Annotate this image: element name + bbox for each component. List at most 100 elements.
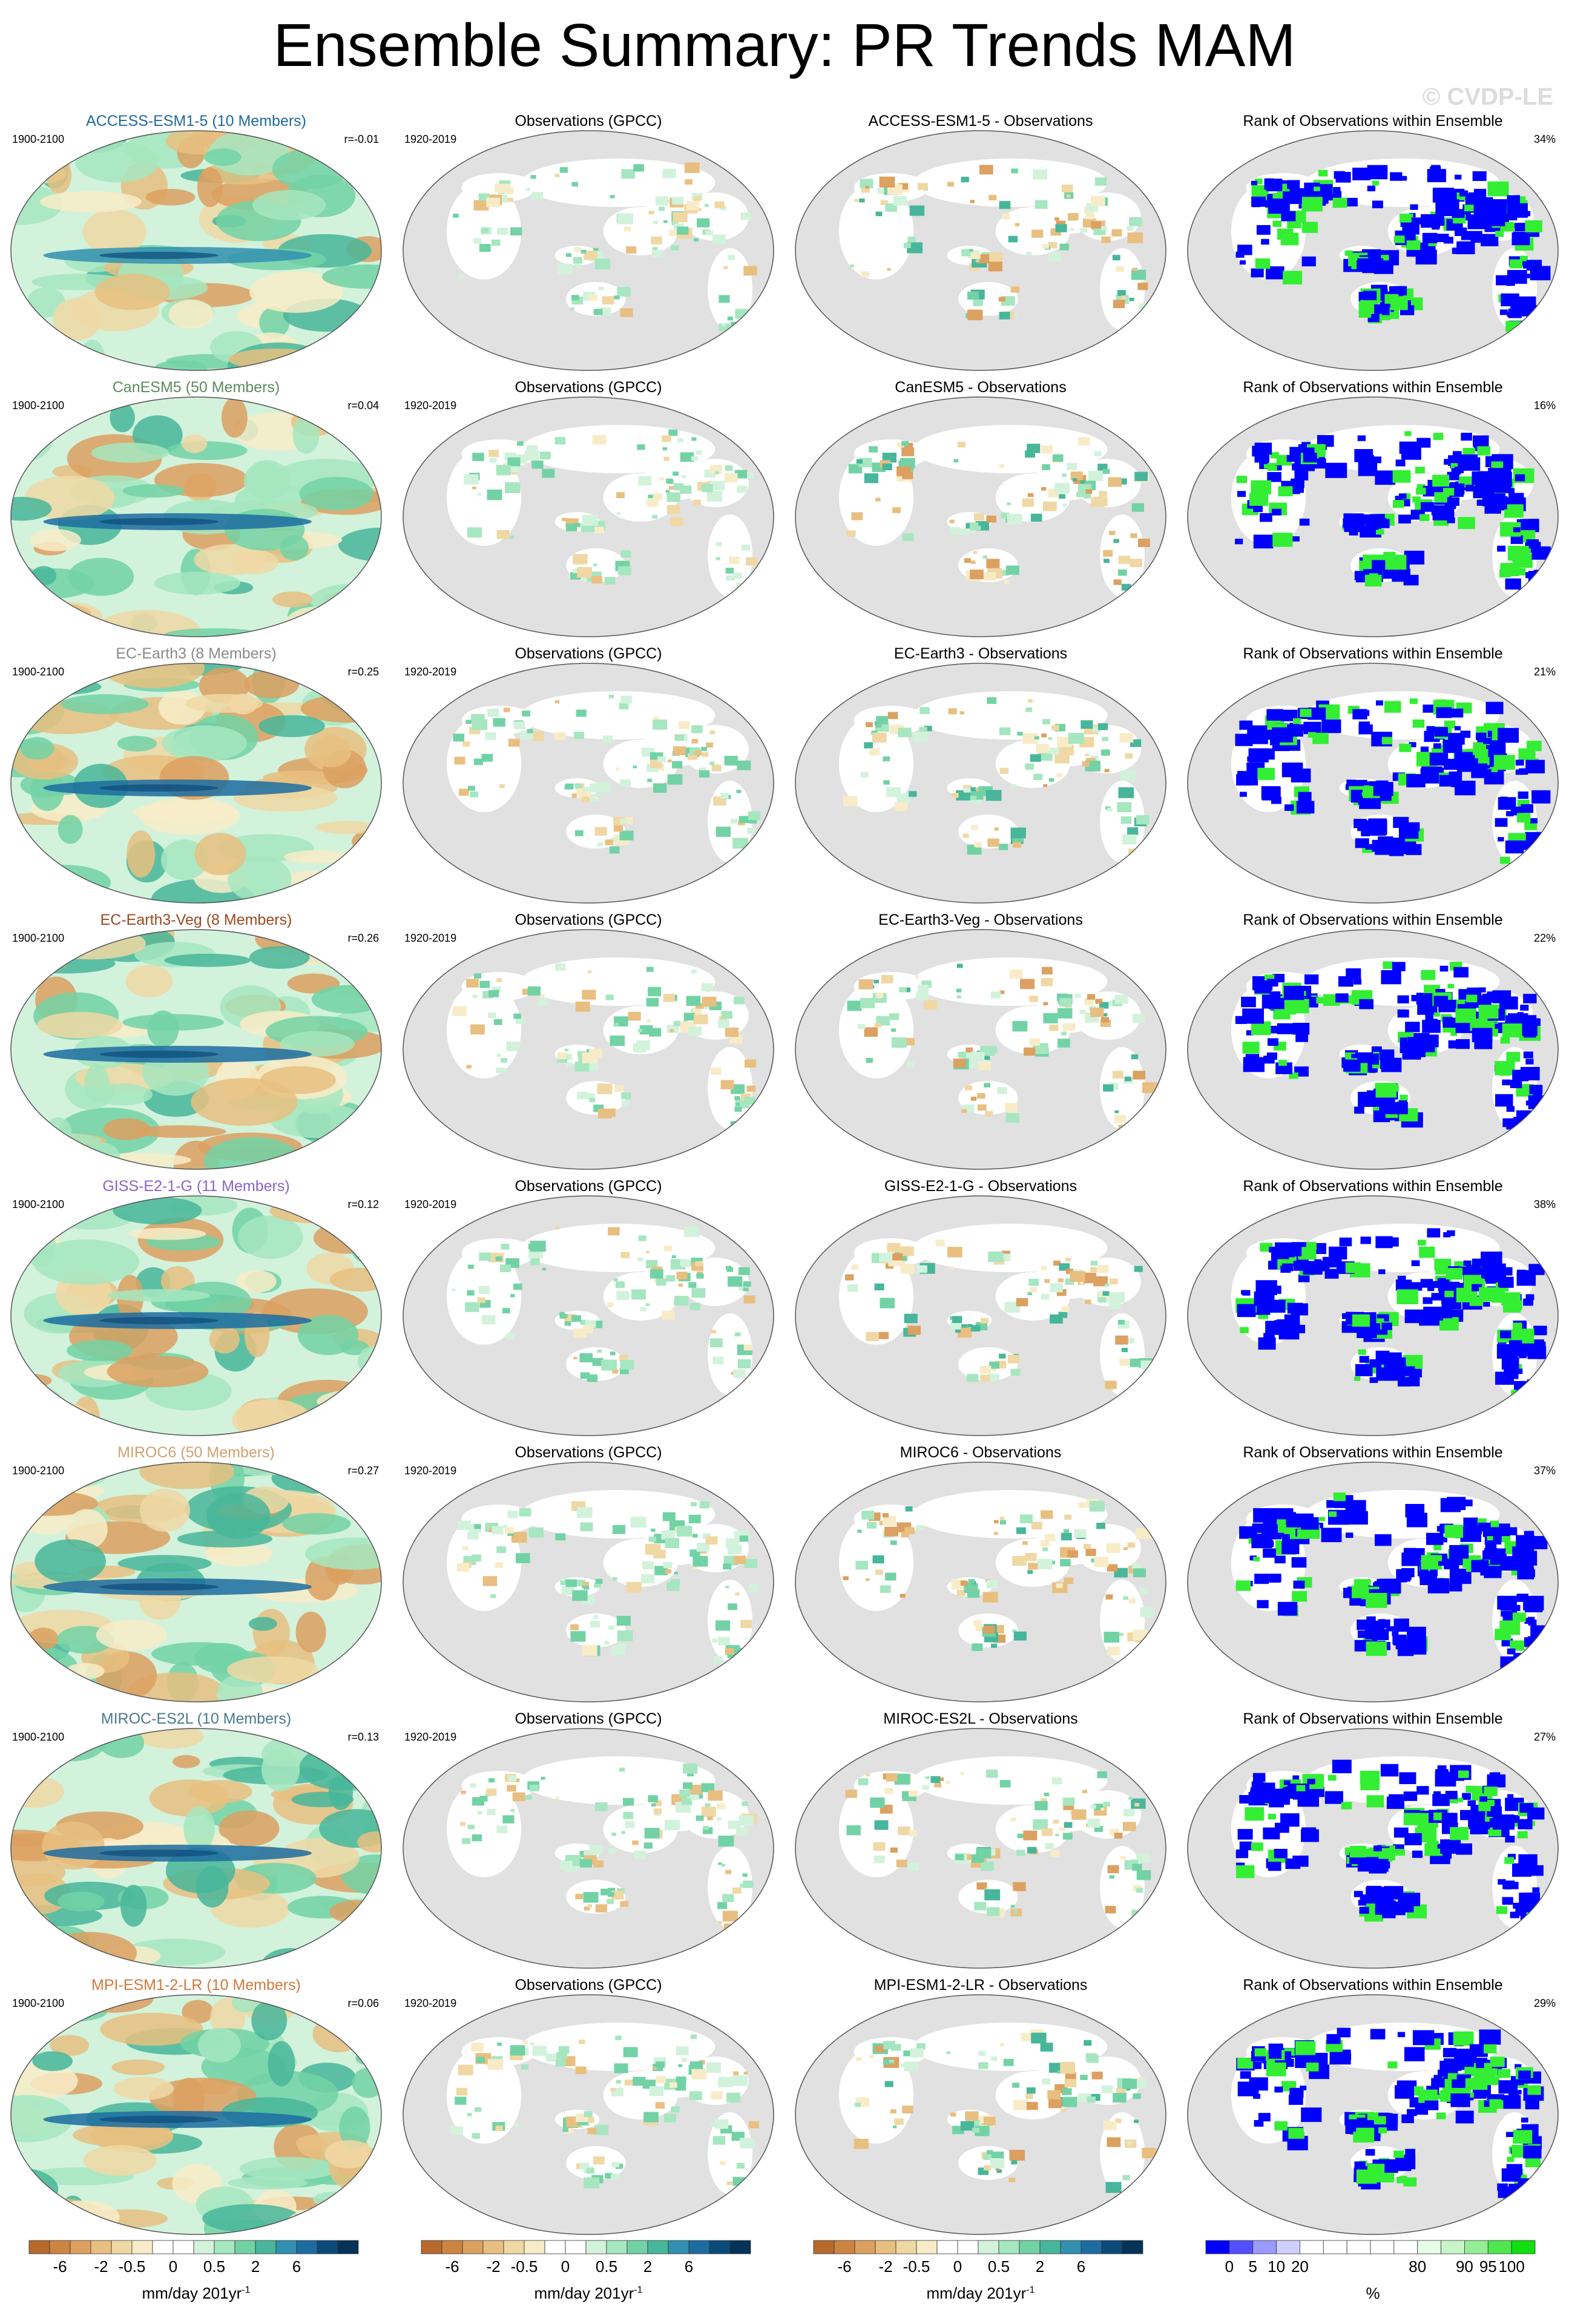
rank-percentage: 34% [1533, 133, 1556, 145]
robinson-map [10, 1728, 382, 1969]
pattern-correlation: r=0.06 [347, 1997, 379, 2009]
colorbar-box [895, 2240, 917, 2254]
panel-period: 1900-2100 [12, 666, 65, 678]
colorbar-tick-label: 0.5 [596, 2257, 617, 2276]
colorbar-box [1370, 2240, 1395, 2254]
map-panel-obs: Observations (GPCC) 1920-2019 [392, 1705, 784, 1972]
colorbar-units-exponent: -1 [242, 2285, 251, 2296]
panel-period: 1900-2100 [12, 1731, 65, 1743]
panel-title: Rank of Observations within Ensemble [1243, 1444, 1503, 1461]
panel-title: ACCESS-ESM1-5 (10 Members) [86, 113, 306, 130]
colorbar-box [1441, 2240, 1465, 2254]
robinson-map [403, 396, 774, 637]
colorbar-box [998, 2240, 1020, 2254]
colorbar-tick-label: -2 [94, 2257, 108, 2276]
colorbar-box [647, 2240, 669, 2254]
colorbar-box [1039, 2240, 1061, 2254]
panel-title: Observations (GPCC) [515, 113, 662, 130]
colorbar-units-label: % [1177, 2284, 1569, 2303]
colorbar-box [1019, 2240, 1041, 2254]
map-panel-model: GISS-E2-1-G (11 Members) 1900-2100 r=0.12 [0, 1173, 392, 1439]
colorbar-tick-label: 2 [643, 2257, 652, 2276]
map-panel-obs: Observations (GPCC) 1920-2019 [392, 108, 784, 374]
colorbar-box [1252, 2240, 1277, 2254]
colorbar-tick-label: 10 [1268, 2257, 1285, 2276]
panel-period: 1920-2019 [404, 1731, 457, 1743]
colorbar-box [1417, 2240, 1441, 2254]
colorbar-tick-label: 0 [953, 2257, 962, 2276]
colorbar-box [1346, 2240, 1371, 2254]
map-panel-diff: MIROC-ES2L - Observations [784, 1705, 1177, 1972]
colorbar-box [1060, 2240, 1082, 2254]
robinson-map [403, 1462, 774, 1702]
colorbar-box [255, 2240, 277, 2254]
colorbar-tick-label: -0.5 [119, 2257, 146, 2276]
colorbar-trend-1: -6 -2 -0.5 0 0.5 2 6 mm/day 201yr-1 [0, 2239, 392, 2318]
panel-title: CanESM5 - Observations [895, 379, 1067, 396]
colorbar-tick-label: 0 [1225, 2257, 1234, 2276]
map-panel-rank: Rank of Observations within Ensemble 38% [1177, 1173, 1569, 1439]
panel-period: 1920-2019 [404, 399, 457, 412]
colorbar-box [441, 2240, 463, 2254]
pattern-correlation: r=0.26 [347, 932, 379, 944]
colorbar-box [957, 2240, 979, 2254]
robinson-map [1187, 1195, 1559, 1436]
panel-title: Observations (GPCC) [515, 645, 662, 662]
map-panel-diff: EC-Earth3-Veg - Observations [784, 907, 1177, 1173]
colorbar-box [709, 2240, 731, 2254]
map-panel-model: ACCESS-ESM1-5 (10 Members) 1900-2100 r=-0.… [0, 108, 392, 374]
map-panel-model: EC-Earth3 (8 Members) 1900-2100 r=0.25 [0, 640, 392, 907]
panel-period: 1900-2100 [12, 399, 65, 412]
pattern-correlation: r=0.13 [347, 1731, 379, 1743]
map-panel-rank: Rank of Observations within Ensemble 34% [1177, 108, 1569, 374]
rank-percentage: 29% [1533, 1997, 1556, 2009]
panel-period: 1900-2100 [12, 1997, 65, 2009]
robinson-map [403, 1994, 774, 2235]
map-panel-model: MPI-ESM1-2-LR (10 Members) 1900-2100 r=0.0… [0, 1972, 392, 2238]
panel-period: 1920-2019 [404, 1465, 457, 1477]
panel-title: Observations (GPCC) [515, 1977, 662, 1994]
colorbar-box [1393, 2240, 1418, 2254]
robinson-map [1187, 1994, 1559, 2235]
panel-period: 1920-2019 [404, 1198, 457, 1210]
colorbar-box [317, 2240, 338, 2254]
colorbar-units-exponent: -1 [1026, 2285, 1035, 2296]
colorbar-box [524, 2240, 545, 2254]
colorbar-box [462, 2240, 484, 2254]
colorbar-box [606, 2240, 628, 2254]
colorbar-box [482, 2240, 504, 2254]
panel-title: EC-Earth3-Veg - Observations [878, 911, 1083, 928]
rank-percentage: 38% [1533, 1198, 1556, 1210]
map-panel-diff: GISS-E2-1-G - Observations [784, 1173, 1177, 1439]
colorbar-box [1205, 2240, 1230, 2254]
panel-title: Rank of Observations within Ensemble [1243, 113, 1503, 130]
robinson-map [1187, 1462, 1559, 1702]
robinson-map [1187, 1728, 1559, 1969]
panel-title: Rank of Observations within Ensemble [1243, 1178, 1503, 1195]
map-panel-obs: Observations (GPCC) 1920-2019 [392, 907, 784, 1173]
panel-row: CanESM5 (50 Members) 1900-2100 r=0.04 Obser… [0, 374, 1569, 640]
panel-title: Rank of Observations within Ensemble [1243, 1977, 1503, 1994]
watermark: © CVDP-LE [1422, 84, 1553, 110]
colorbar-box [90, 2240, 112, 2254]
map-panel-rank: Rank of Observations within Ensemble 29% [1177, 1972, 1569, 2238]
panel-title: EC-Earth3 - Observations [893, 645, 1068, 662]
colorbar-rank: 0 5 10 20 80 90 95 100% [1177, 2239, 1569, 2318]
panel-period: 1900-2100 [12, 1465, 65, 1477]
panel-title: EC-Earth3-Veg (8 Members) [100, 911, 292, 928]
colorbar-tick-label: 90 [1456, 2257, 1473, 2276]
colorbar-box [627, 2240, 648, 2254]
colorbar-trend-2: -6 -2 -0.5 0 0.5 2 6 mm/day 201yr-1 [392, 2239, 784, 2318]
panel-title: MIROC6 (50 Members) [117, 1444, 275, 1461]
colorbar-box [1323, 2240, 1347, 2254]
panel-period: 1920-2019 [404, 133, 457, 145]
robinson-map [1187, 663, 1559, 904]
robinson-map [403, 1728, 774, 1969]
robinson-map [10, 1994, 382, 2235]
colorbar-box [1464, 2240, 1488, 2254]
panel-row: MPI-ESM1-2-LR (10 Members) 1900-2100 r=0.0… [0, 1972, 1569, 2238]
map-panel-obs: Observations (GPCC) 1920-2019 [392, 374, 784, 640]
map-panel-rank: Rank of Observations within Ensemble 22% [1177, 907, 1569, 1173]
panel-title: GISS-E2-1-G (11 Members) [102, 1178, 290, 1195]
pattern-correlation: r=0.25 [347, 666, 379, 678]
